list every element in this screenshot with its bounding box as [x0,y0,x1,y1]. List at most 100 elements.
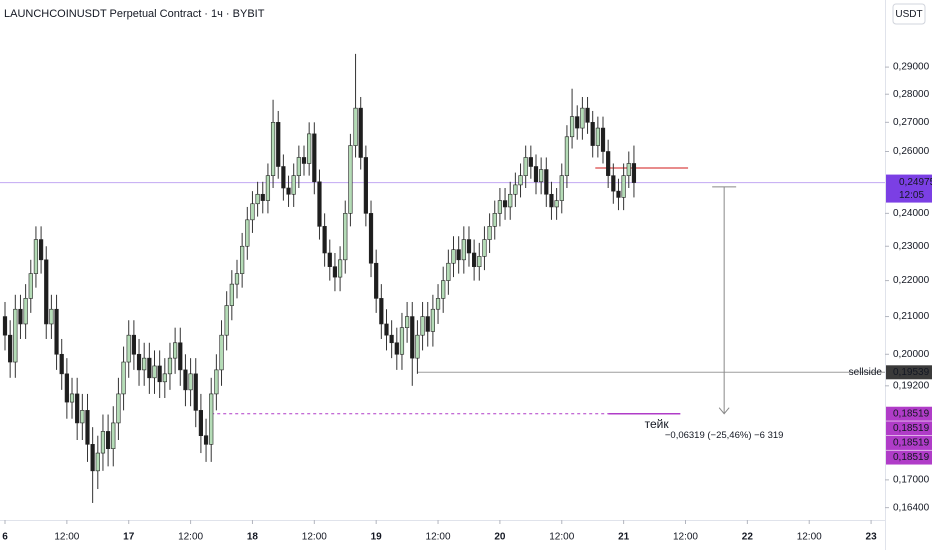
candle-body [250,203,255,221]
candle-body [152,365,157,379]
candle-body [461,239,466,261]
measure-arrow [718,407,730,415]
x-tick-label: 17 [123,532,135,543]
candle-body [435,298,441,310]
price-tag [886,174,932,203]
x-tick-label: 12:00 [302,532,327,543]
candle-body [415,334,420,359]
candle-body [441,280,446,299]
x-tick-label: 12:00 [797,532,822,543]
candle-body [533,166,539,183]
candle-body [590,122,595,146]
candle-body [8,334,13,363]
currency-box[interactable] [892,3,926,25]
candle-body [234,273,240,285]
candle-body [559,175,564,201]
y-tick-label: 0,21000 [893,311,930,322]
x-tick-label: 19 [371,532,383,543]
currency: USDT [895,9,922,20]
candle-body [111,422,116,449]
x-tick-label: 12:00 [178,532,203,543]
candle-body [100,431,106,454]
candle-body [18,308,23,325]
candle-body [379,298,384,325]
candle-body [281,166,286,189]
candle-body [64,373,69,403]
candle-body [451,249,456,264]
candle-body [446,262,451,281]
candle-body [353,107,358,146]
x-tick-label: 20 [494,532,506,543]
x-tick-label: 12:00 [54,532,79,543]
candle-body [276,122,281,167]
y-tick-label: 0,22000 [893,275,930,286]
candle-body [13,308,18,363]
candle-body [466,239,472,254]
candle-body [209,393,214,445]
candle-body [472,252,477,267]
candle-body [497,200,503,214]
x-tick-label: 12:00 [673,532,698,543]
candle-body [126,334,131,363]
x-tick-label: 22 [742,532,754,543]
candle-body [219,334,224,371]
y-tick-label: 0,16400 [893,502,930,513]
candle-body [142,357,147,371]
candle-body [575,116,580,129]
candle-body [482,239,487,257]
level-tag-label: 0,18519 [893,438,930,449]
candle-body [539,169,544,183]
candle-body [580,107,585,129]
price-tag-time: 12:05 [899,190,924,201]
candle-body [549,193,554,208]
candle-body [399,327,405,355]
candle-body [606,151,611,176]
candle-body [80,410,85,424]
y-tick-label: 0,19200 [893,380,930,391]
y-tick-label: 0,27000 [893,117,930,128]
candle-body [121,361,126,395]
candle-body [240,245,245,274]
candle-body [188,373,193,391]
candle-body [502,200,508,208]
level-tag-label: 0,18519 [893,408,930,419]
candle-body [224,305,229,336]
candle-body [585,107,590,123]
level-tag [886,421,932,436]
candle-body [337,259,343,278]
measure-label: −0,06319 (−25,46%) −6 319 [665,430,784,441]
candle-body [513,184,518,195]
chart-title: LAUNCHCOINUSDT Perpetual Contract · 1ч ·… [4,8,265,20]
candle-body [564,136,570,176]
candle-body [358,107,363,158]
candle-body [528,157,533,167]
candle-body [343,213,348,261]
candle-body [245,219,250,247]
y-tick-label: 0,17000 [893,475,930,486]
x-tick-label: 18 [247,532,259,543]
candle-body [621,175,626,198]
candle-body [384,323,389,336]
candle-body [28,273,33,299]
candle-body [131,334,136,355]
candle-body [405,316,410,328]
candle-body [595,127,600,146]
candle-body [59,353,64,375]
candle-body [631,163,637,183]
candle-body [600,127,606,152]
candle-body [193,373,198,411]
y-tick-label: 0,24000 [893,208,930,219]
candle-body [394,342,399,355]
candle-body [425,316,430,332]
candle-body [322,226,327,254]
candle-body [492,213,497,227]
y-tick-label: 0,28000 [893,89,930,100]
candle-body [368,213,374,264]
y-tick-label: 0,26000 [893,146,930,157]
level-tag [886,365,932,380]
y-tick-label: 0,20000 [893,349,930,360]
price-tag-label: 0,24975 [899,177,932,188]
candle-body [162,373,167,383]
candle-body [312,133,317,183]
